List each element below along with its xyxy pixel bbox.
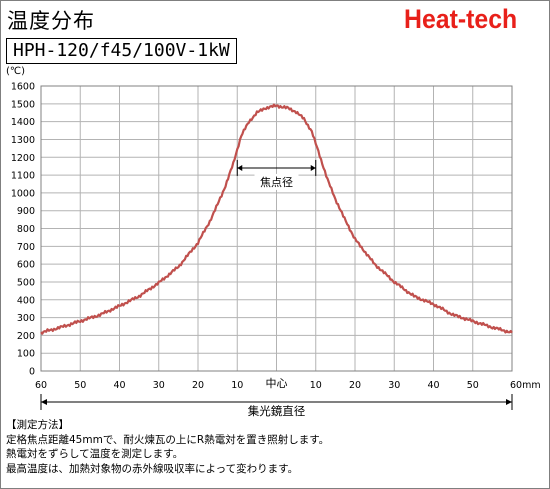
series-line (40, 103, 513, 335)
notes-line: 最高温度は、加熱対象物の赤外線吸収率によって変わります。 (6, 462, 299, 475)
x-tick-label: 20 (349, 380, 361, 391)
y-axis-unit-label: (℃) (6, 66, 26, 77)
y-tick-label: 300 (17, 313, 35, 324)
focal-label-bg (254, 173, 299, 190)
x-tick-label: 30 (153, 380, 165, 391)
focal-arrowhead-left (237, 164, 243, 171)
plot-border (40, 85, 513, 372)
y-tick-label: 1200 (11, 153, 35, 164)
model-label: HPH-120/f45/100V-1kW (6, 38, 237, 64)
notes-line: 定格焦点距離45mmで、耐火煉瓦の上にR熱電対を置き照射します。 (6, 433, 330, 446)
x-axis-label: 集光鏡直径 (248, 404, 306, 418)
x-tick-label: 50 (74, 380, 86, 391)
y-tick-label: 500 (17, 277, 35, 288)
measurement-notes: 【測定方法】 定格焦点距離45mmで、耐火煉瓦の上にR熱電対を置き照射します。 … (6, 418, 329, 476)
page-title: 温度分布 (7, 9, 95, 33)
notes-line: 熱電対をずらして温度を測定します。 (6, 448, 184, 461)
y-tick-label: 1300 (11, 135, 35, 146)
y-tick-label: 100 (17, 349, 35, 360)
y-tick-label: 1500 (11, 99, 35, 110)
x-tick-label: 30 (388, 380, 400, 391)
diameter-label-bg (238, 403, 315, 417)
x-tick-label: 40 (427, 380, 439, 391)
y-tick-label: 700 (17, 242, 35, 253)
x-tick-label: 20 (192, 380, 204, 391)
diameter-arrowhead-right (506, 399, 512, 405)
y-tick-label: 200 (17, 331, 35, 342)
x-tick-label: 40 (113, 380, 125, 391)
x-tick-label: 50 (467, 380, 479, 391)
y-tick-label: 900 (17, 206, 35, 217)
brand-logo: Heat-tech (404, 4, 518, 34)
y-tick-label: 800 (17, 224, 35, 235)
y-tick-label: 1100 (11, 171, 35, 182)
y-tick-label: 1000 (11, 188, 35, 199)
x-tick-label: 10 (231, 380, 243, 391)
x-tick-label: 60mm (510, 380, 541, 391)
notes-heading: 【測定方法】 (6, 419, 69, 431)
x-tick-label: 60 (35, 380, 47, 391)
focal-label: 焦点径 (260, 176, 293, 189)
center-label: 中心 (266, 377, 288, 390)
x-tick-label: 10 (310, 380, 322, 391)
y-tick-label: 400 (17, 295, 35, 306)
diameter-arrowhead-left (41, 399, 47, 405)
focal-arrowhead-right (310, 164, 316, 171)
y-tick-label: 1400 (11, 117, 35, 128)
y-tick-label: 0 (29, 367, 35, 378)
y-tick-label: 600 (17, 260, 35, 271)
y-tick-label: 1600 (11, 82, 35, 93)
